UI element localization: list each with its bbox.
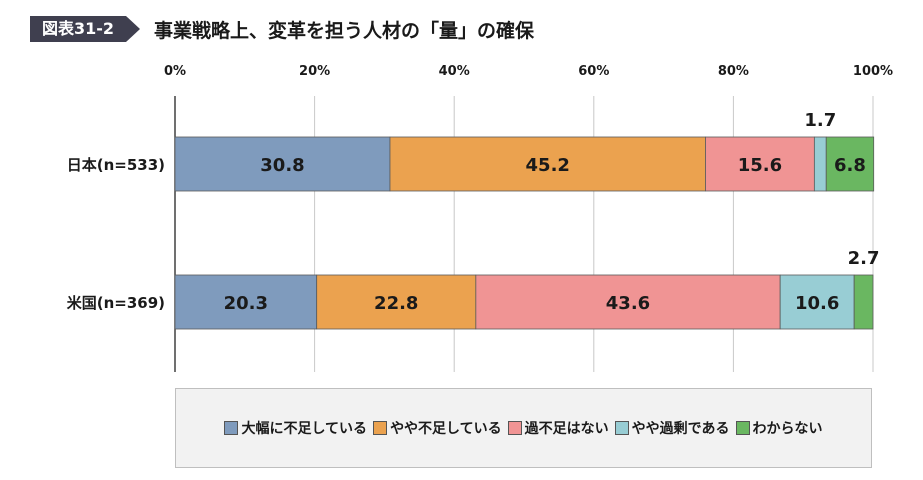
x-tick-label: 60% — [578, 64, 609, 79]
bar-segment — [174, 274, 318, 330]
data-label: 45.2 — [526, 155, 570, 176]
data-label: 10.6 — [795, 293, 839, 314]
legend-label: 大幅に不足している — [241, 421, 368, 437]
legend-label: わからない — [752, 421, 823, 437]
x-tick-label: 40% — [439, 64, 470, 79]
legend-item: やや不足している — [373, 418, 502, 438]
bar-segment — [779, 274, 855, 330]
x-tick-label: 20% — [299, 64, 330, 79]
stacked-bar-chart: 0% 20% 40% 60% 80% 100% 日本(n=533) 30.8 45.2 15.6 1… — [67, 64, 893, 372]
title-bar: 図表31-2 事業戦略上、変革を担う人材の「量」の確保 — [30, 14, 534, 44]
bar-segment — [813, 136, 827, 192]
legend-item: 大幅に不足している — [224, 418, 367, 438]
legend-swatch — [373, 421, 388, 435]
legend-item: 過不足はない — [507, 418, 609, 438]
bar-segment — [475, 274, 781, 330]
legend-item: わからない — [735, 418, 823, 438]
data-label: 30.8 — [260, 155, 304, 176]
category-label: 日本(n=533) — [67, 156, 165, 174]
chart-title: 事業戦略上、変革を担う人材の「量」の確保 — [154, 19, 535, 42]
legend-label: やや不足している — [390, 421, 502, 437]
legend-item: やや過剰である — [614, 418, 730, 438]
legend-swatch — [735, 421, 750, 435]
x-tick-label: 0% — [164, 64, 186, 79]
bar-segment — [825, 136, 875, 192]
data-label: 2.7 — [848, 248, 880, 269]
data-label: 15.6 — [738, 155, 782, 176]
data-label: 43.6 — [606, 293, 650, 314]
bar-segment — [705, 136, 815, 192]
legend-swatch — [224, 421, 239, 435]
category-label: 米国(n=369) — [67, 294, 165, 312]
x-tick-label: 80% — [718, 64, 749, 79]
legend: 大幅に不足している やや不足している 過不足はない やや過剰である わからない — [175, 388, 872, 468]
bar-segment — [853, 274, 874, 330]
legend-swatch — [507, 421, 522, 435]
badge-arrow-icon — [126, 16, 141, 42]
data-label: 20.3 — [224, 293, 268, 314]
x-tick-label: 100% — [853, 64, 893, 79]
data-label: 22.8 — [374, 293, 418, 314]
legend-label: 過不足はない — [524, 421, 609, 437]
data-label: 1.7 — [804, 110, 836, 131]
data-label: 6.8 — [834, 155, 866, 176]
legend-swatch — [614, 421, 629, 435]
figure-number-badge: 図表31-2 — [30, 16, 127, 42]
bar-segment — [316, 274, 477, 330]
legend-label: やや過剰である — [631, 421, 730, 437]
